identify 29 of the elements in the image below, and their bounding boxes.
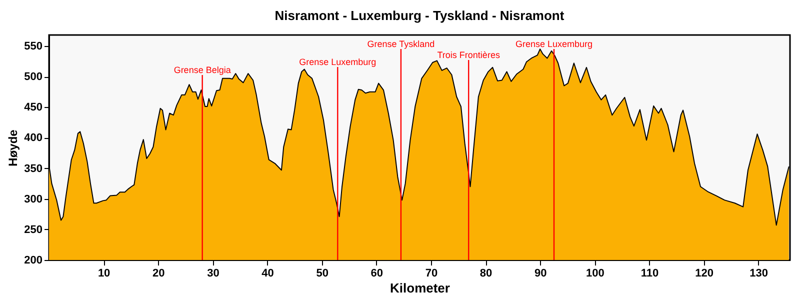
y-tick-label: 450 (24, 102, 42, 114)
y-tick-label: 200 (24, 254, 42, 266)
y-axis-title: Høyde (6, 129, 20, 166)
ref-line-label: Grense Belgia (174, 65, 231, 75)
ref-line-label: Grense Luxemburg (515, 39, 593, 49)
x-tick-label: 30 (207, 268, 220, 280)
ref-line-label: Grense Tyskland (367, 39, 435, 49)
ref-line-label: Trois Frontières (437, 50, 500, 60)
y-tick-label: 550 (24, 40, 42, 53)
x-tick-label: 20 (152, 268, 165, 280)
chart-title: Nisramont - Luxemburg - Tyskland - Nisramont (274, 8, 565, 23)
y-tick-label: 250 (24, 224, 42, 236)
x-tick-label: 40 (262, 268, 274, 280)
x-tick-label: 110 (640, 268, 659, 280)
ref-line-label: Grense Luxemburg (299, 57, 376, 67)
x-tick-label: 10 (98, 268, 110, 280)
x-tick-label: 130 (750, 268, 768, 280)
x-tick-label: 120 (695, 268, 714, 280)
x-tick-label: 90 (534, 268, 547, 280)
x-axis-title: Kilometer (390, 280, 450, 296)
y-tick-label: 400 (24, 132, 42, 144)
x-tick-label: 80 (480, 268, 492, 280)
x-tick-label: 50 (316, 268, 328, 280)
y-tick-label: 500 (24, 71, 42, 84)
x-tick-label: 60 (370, 268, 384, 280)
x-tick-label: 70 (425, 268, 438, 280)
y-tick-label: 300 (24, 193, 42, 206)
x-tick-label: 100 (586, 268, 604, 280)
y-tick-label: 350 (24, 162, 42, 175)
